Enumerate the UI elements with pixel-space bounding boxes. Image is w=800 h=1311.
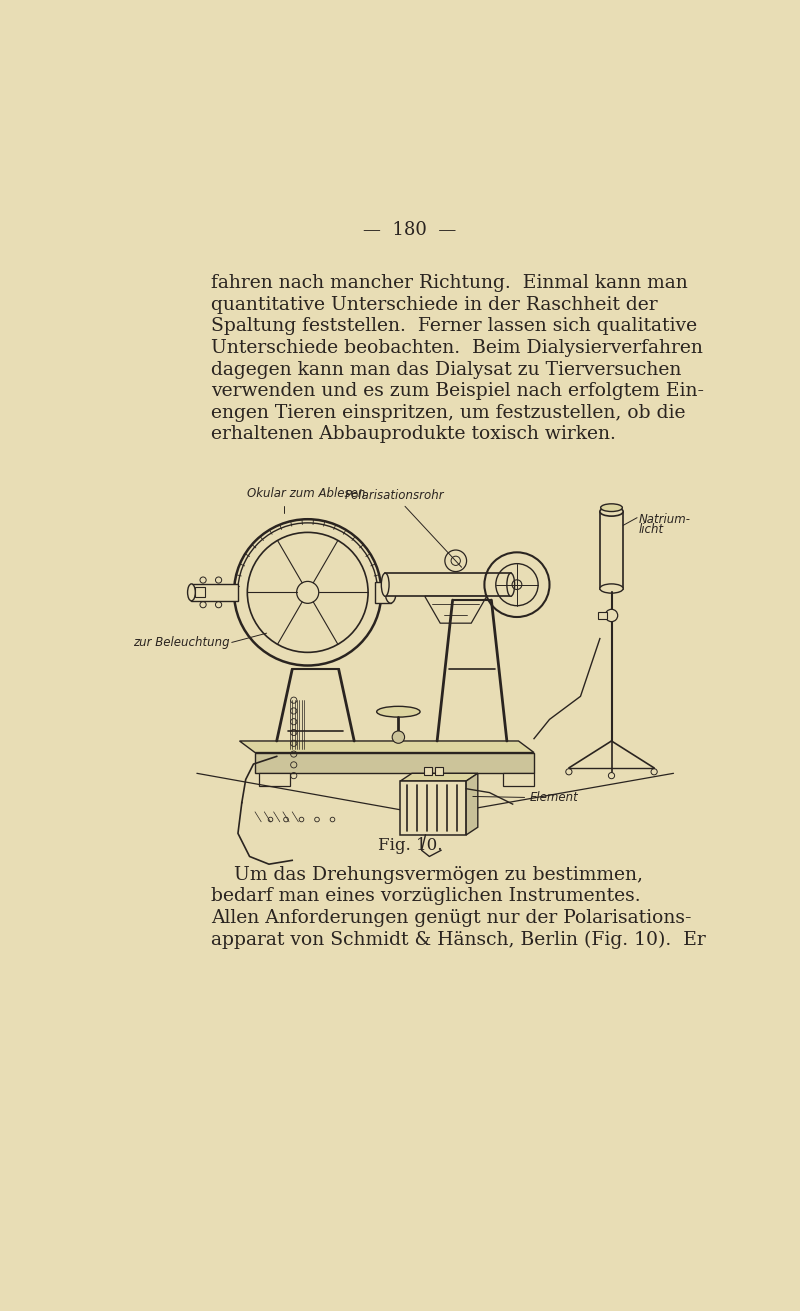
Bar — [435, 767, 442, 775]
Bar — [191, 583, 238, 600]
Polygon shape — [259, 773, 290, 785]
Text: erhaltenen Abbauprodukte toxisch wirken.: erhaltenen Abbauprodukte toxisch wirken. — [211, 425, 616, 443]
Text: Allen Anforderungen genügt nur der Polarisations-: Allen Anforderungen genügt nur der Polar… — [211, 909, 691, 927]
Ellipse shape — [507, 573, 514, 597]
Polygon shape — [400, 773, 478, 781]
Ellipse shape — [601, 503, 622, 511]
Text: Polarisationsrohr: Polarisationsrohr — [345, 489, 462, 568]
Ellipse shape — [377, 707, 420, 717]
Polygon shape — [255, 753, 534, 773]
Text: Okular zum Ablesen: Okular zum Ablesen — [247, 486, 366, 513]
Text: verwenden und es zum Beispiel nach erfolgtem Ein-: verwenden und es zum Beispiel nach erfol… — [211, 383, 704, 400]
Text: Fig. 10.: Fig. 10. — [378, 838, 442, 855]
Text: Um das Drehungsvermögen zu bestimmen,: Um das Drehungsvermögen zu bestimmen, — [234, 865, 643, 884]
Text: bedarf man eines vorzüglichen Instrumentes.: bedarf man eines vorzüglichen Instrument… — [211, 888, 641, 906]
Text: engen Tieren einspritzen, um festzustellen, ob die: engen Tieren einspritzen, um festzustell… — [211, 404, 686, 422]
Text: Element: Element — [473, 792, 579, 805]
Ellipse shape — [386, 582, 396, 603]
Bar — [386, 573, 510, 597]
Bar — [424, 767, 432, 775]
Polygon shape — [239, 741, 534, 753]
Circle shape — [606, 610, 618, 621]
Bar — [400, 781, 466, 835]
Text: Unterschiede beobachten.  Beim Dialysierverfahren: Unterschiede beobachten. Beim Dialysierv… — [211, 340, 702, 357]
Ellipse shape — [382, 573, 389, 597]
Bar — [600, 511, 623, 589]
Text: licht: licht — [638, 523, 664, 536]
Bar — [598, 612, 607, 619]
Text: apparat von Schmidt & Hänsch, Berlin (Fig. 10).  Er: apparat von Schmidt & Hänsch, Berlin (Fi… — [211, 931, 706, 949]
Circle shape — [392, 732, 405, 743]
Polygon shape — [503, 773, 534, 785]
Ellipse shape — [187, 583, 195, 600]
Text: fahren nach mancher Richtung.  Einmal kann man: fahren nach mancher Richtung. Einmal kan… — [211, 274, 687, 292]
Bar — [195, 587, 205, 598]
Ellipse shape — [600, 507, 623, 517]
Text: Spaltung feststellen.  Ferner lassen sich qualitative: Spaltung feststellen. Ferner lassen sich… — [211, 317, 697, 336]
Text: Natrium-: Natrium- — [638, 513, 690, 526]
Ellipse shape — [600, 583, 623, 593]
Text: —  180  —: — 180 — — [363, 222, 457, 240]
Polygon shape — [425, 597, 486, 623]
Text: dagegen kann man das Dialysat zu Tierversuchen: dagegen kann man das Dialysat zu Tierver… — [211, 361, 682, 379]
Text: zur Beleuchtung: zur Beleuchtung — [133, 636, 230, 649]
Text: quantitative Unterschiede in der Raschheit der: quantitative Unterschiede in der Raschhe… — [211, 296, 658, 313]
Polygon shape — [466, 773, 478, 835]
Bar — [375, 582, 390, 603]
